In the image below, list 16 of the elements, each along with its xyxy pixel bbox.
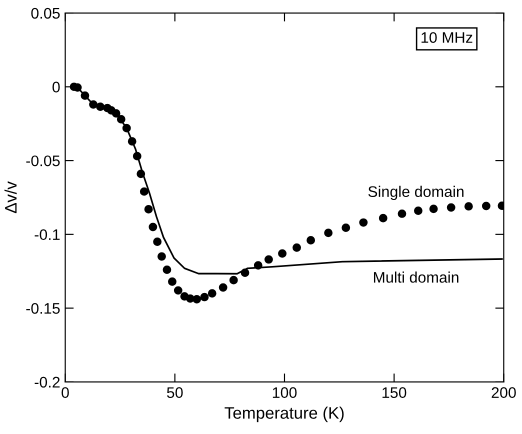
- annotation: 10 MHz: [422, 32, 472, 43]
- y-tick-label: -0.2: [34, 376, 60, 388]
- y-tick-label: 0.05: [31, 8, 60, 19]
- y-tick-label: -0.05: [26, 155, 60, 166]
- y-axis-title: Δv/v: [4, 181, 17, 214]
- y-tick-label: -0.1: [34, 229, 60, 240]
- x-tick-label: 150: [382, 387, 406, 398]
- x-tick-label: 50: [166, 387, 183, 398]
- y-tick-label: -0.15: [26, 303, 60, 314]
- x-tick-label: 100: [272, 387, 297, 398]
- series-label: Multi domain: [374, 272, 458, 283]
- series-label: Single domain: [368, 186, 464, 200]
- x-tick-label: 0: [62, 387, 69, 398]
- x-tick-label: 200: [492, 387, 516, 398]
- x-axis-title: Temperature (K): [224, 406, 344, 422]
- y-tick-label: 0: [52, 82, 60, 92]
